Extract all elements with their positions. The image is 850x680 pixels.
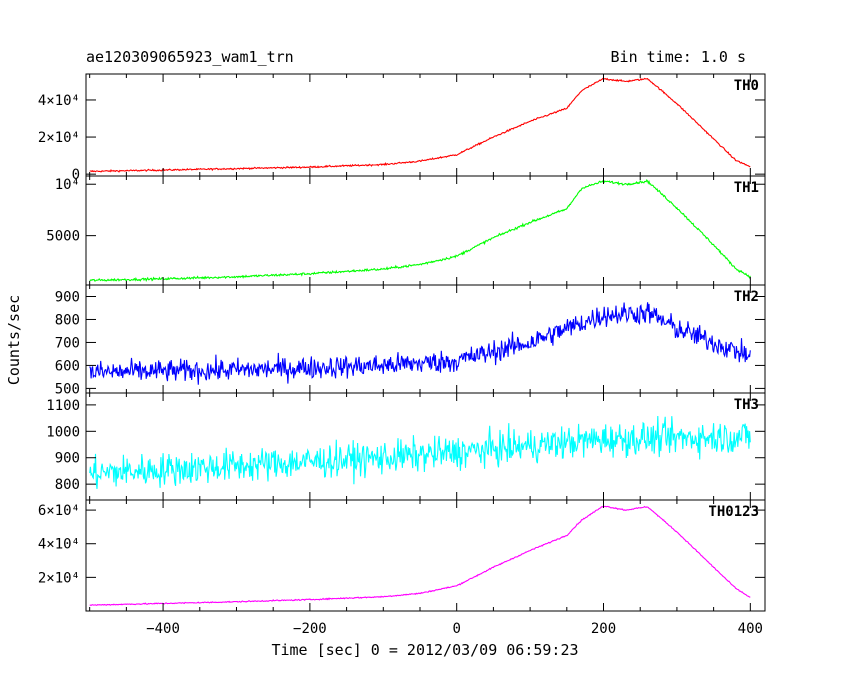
panel-frame <box>85 284 766 394</box>
series-line-th2 <box>89 302 751 385</box>
x-tick-label: 400 <box>738 621 763 637</box>
panel-th2: 500 600 700 800 900 TH2 <box>55 284 766 397</box>
y-tick-label: 4×10⁴ <box>38 537 80 553</box>
panel-label: TH0123 <box>708 504 759 520</box>
x-tick-label: −400 <box>146 621 180 637</box>
y-tick-label: 0 <box>72 167 80 183</box>
panel-label: TH0 <box>734 78 759 94</box>
panel-frame <box>85 175 766 286</box>
y-tick-label: 4×10⁴ <box>38 93 80 109</box>
series-line-th0123 <box>89 505 751 607</box>
panel-label: TH2 <box>734 289 759 305</box>
panel-th1: 5000 10⁴ TH1 <box>46 175 766 286</box>
y-tick-label: 1100 <box>46 398 80 414</box>
panel-label: TH1 <box>734 180 759 196</box>
x-tick-label: −200 <box>293 621 327 637</box>
y-tick-label: 900 <box>55 289 80 305</box>
y-tick-label: 900 <box>55 451 80 467</box>
series-line-th3 <box>89 415 751 489</box>
x-tick-label: 200 <box>591 621 616 637</box>
y-tick-label: 2×10⁴ <box>38 130 80 146</box>
panel-th0: 0 2×10⁴ 4×10⁴ TH0 <box>38 73 766 183</box>
y-tick-label: 800 <box>55 312 80 328</box>
panel-th0123: 2×10⁴ 4×10⁴ 6×10⁴ TH0123 <box>38 499 766 612</box>
series-line-th1 <box>89 178 751 283</box>
x-axis-title: Time [sec] 0 = 2012/03/09 06:59:23 <box>271 641 578 659</box>
y-tick-label: 600 <box>55 358 80 374</box>
y-tick-label: 800 <box>55 477 80 493</box>
x-tick-label: 0 <box>452 621 460 637</box>
series-line-th0 <box>89 77 751 173</box>
y-tick-label: 2×10⁴ <box>38 570 80 586</box>
y-tick-label: 6×10⁴ <box>38 503 80 519</box>
panel-frame <box>85 392 766 501</box>
y-tick-label: 700 <box>55 335 80 351</box>
bin-time-label: Bin time: 1.0 s <box>611 48 746 66</box>
y-tick-label: 10⁴ <box>55 177 80 193</box>
y-tick-label: 1000 <box>46 424 80 440</box>
panel-th3: 800 900 1000 1100 TH3 <box>46 392 766 501</box>
x-tick-labels: −400 −200 0 200 400 <box>146 621 763 637</box>
panel-frame <box>85 499 766 612</box>
y-tick-label: 5000 <box>46 229 80 245</box>
panels-group: 0 2×10⁴ 4×10⁴ TH0 5000 10⁴ TH1 500 600 700 800 900 T… <box>38 73 766 637</box>
panel-label: TH3 <box>734 397 759 413</box>
y-axis-title: Counts/sec <box>5 295 23 385</box>
chart-title: ae120309065923_wam1_trn <box>86 48 294 66</box>
y-tick-label: 500 <box>55 381 80 397</box>
